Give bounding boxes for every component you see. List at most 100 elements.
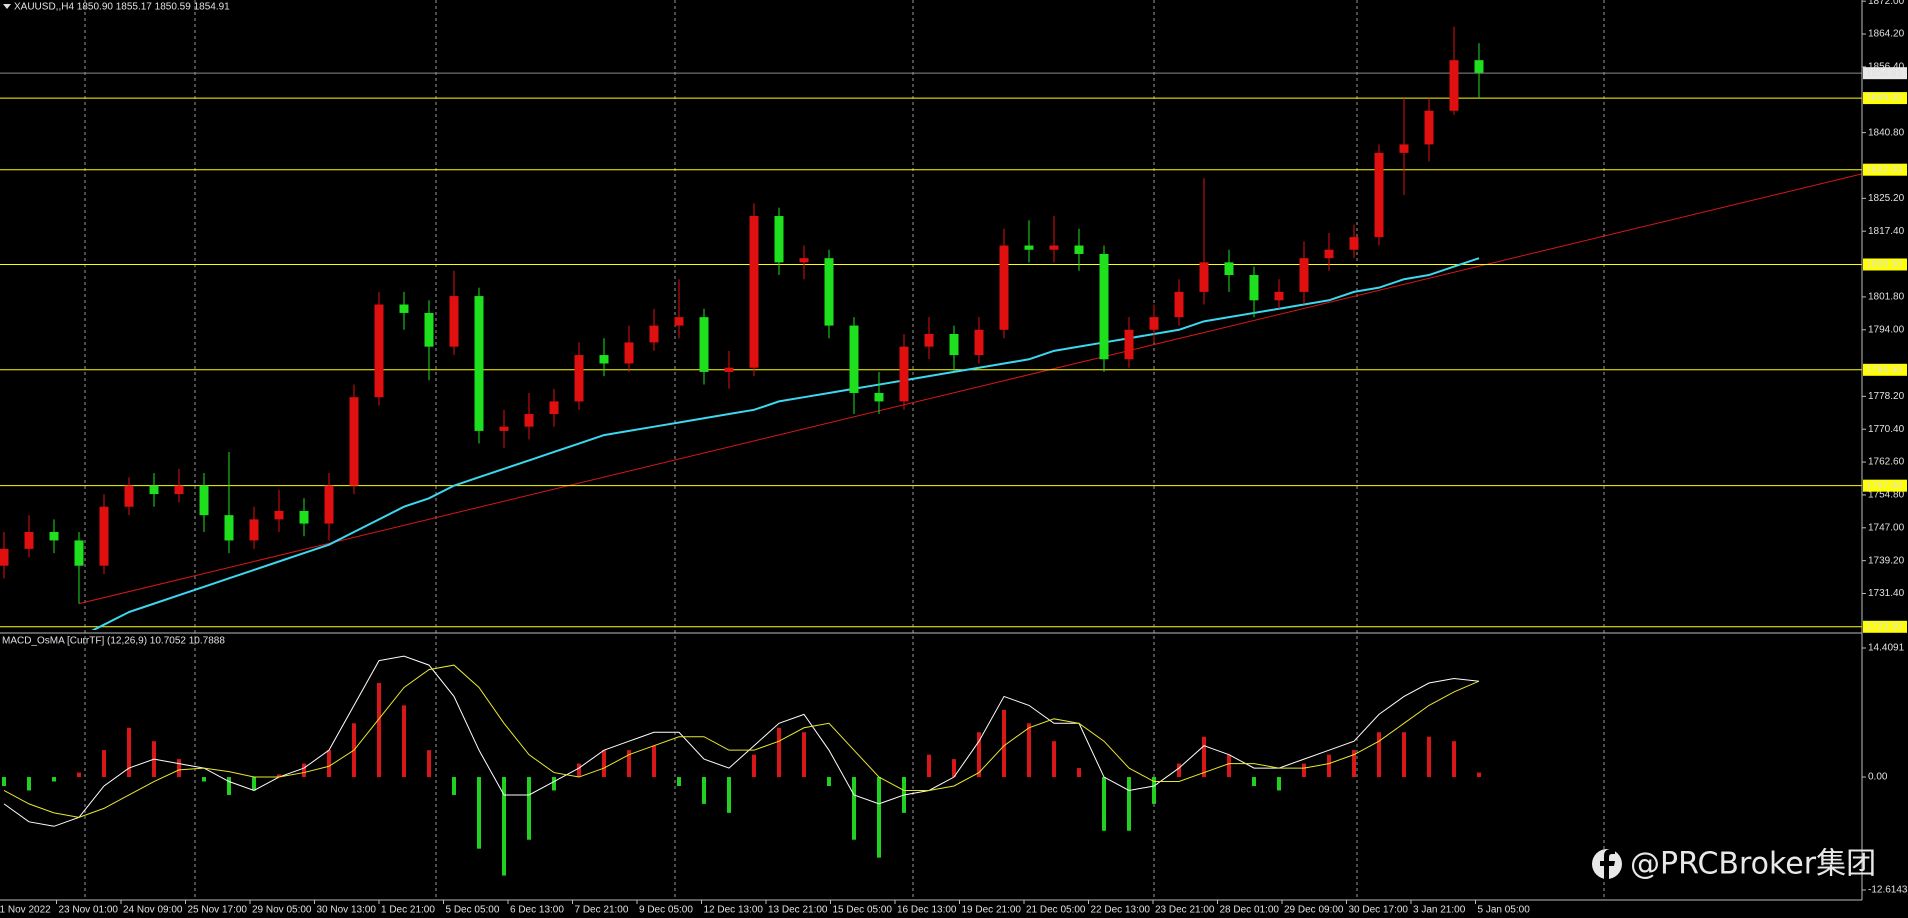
candle-body bbox=[499, 426, 509, 431]
x-tick-label: 21 Dec 05:00 bbox=[1026, 905, 1086, 916]
candle-body bbox=[699, 317, 709, 372]
x-tick-label: 12 Dec 13:00 bbox=[704, 905, 764, 916]
histogram-bar bbox=[2, 777, 6, 786]
candle-body bbox=[249, 519, 259, 541]
histogram-bar bbox=[1202, 736, 1206, 778]
y-tick-label: 1754.80 bbox=[1868, 490, 1905, 501]
macd-line bbox=[3, 655, 1480, 827]
candle-body bbox=[1324, 249, 1334, 259]
price-panel bbox=[0, 26, 1862, 630]
histogram-bar bbox=[202, 777, 206, 782]
histogram-bar bbox=[252, 777, 256, 791]
menu-arrow[interactable] bbox=[3, 4, 11, 9]
candle-body bbox=[874, 392, 884, 402]
trendline bbox=[78, 173, 1862, 605]
candle-body bbox=[899, 346, 909, 402]
histogram-bar bbox=[1227, 754, 1231, 778]
x-tick-label: 7 Dec 21:00 bbox=[575, 905, 629, 916]
candle-body bbox=[1399, 144, 1409, 153]
level-label: 1832.00 bbox=[1866, 164, 1903, 175]
histogram-bar bbox=[852, 777, 856, 840]
histogram-bar bbox=[777, 727, 781, 778]
histogram-bar bbox=[452, 777, 456, 795]
candle-body bbox=[49, 532, 59, 541]
histogram-bar bbox=[1477, 772, 1481, 778]
last-price-box bbox=[1863, 67, 1907, 80]
candle-body bbox=[649, 325, 659, 343]
candle-body bbox=[924, 334, 934, 347]
y-tick-label: 1872.00 bbox=[1868, 0, 1905, 7]
x-tick-label: 28 Dec 01:00 bbox=[1220, 905, 1280, 916]
x-tick-label: 29 Dec 09:00 bbox=[1284, 905, 1344, 916]
histogram-bar bbox=[552, 777, 556, 791]
candle-body bbox=[599, 355, 609, 364]
candle-body bbox=[349, 397, 359, 486]
y-tick-label: 1856.40 bbox=[1868, 62, 1905, 73]
histogram-bar bbox=[1027, 723, 1031, 778]
level-label-box bbox=[1863, 479, 1907, 492]
y-tick-label: 1794.00 bbox=[1868, 324, 1905, 335]
level-label: 1849.00 bbox=[1866, 93, 1903, 104]
x-tick-label: 9 Dec 05:00 bbox=[639, 905, 693, 916]
x-tick-label: 3 Jan 21:00 bbox=[1413, 905, 1466, 916]
candle-body bbox=[224, 515, 234, 541]
candle-body bbox=[824, 258, 834, 326]
histogram-bar bbox=[827, 777, 831, 786]
histogram-bar bbox=[402, 705, 406, 778]
histogram-bar bbox=[1377, 732, 1381, 778]
histogram-bar bbox=[727, 777, 731, 813]
y-tick-label: 1778.20 bbox=[1868, 391, 1905, 402]
y-tick-label: 1739.20 bbox=[1868, 555, 1905, 566]
histogram-bar bbox=[802, 732, 806, 778]
y-tick-label: 1762.60 bbox=[1868, 457, 1905, 468]
histogram-bar bbox=[77, 772, 81, 778]
histogram-bar bbox=[127, 727, 131, 778]
candle-body bbox=[324, 485, 334, 524]
candle-body bbox=[1124, 329, 1134, 360]
candle-body bbox=[1224, 262, 1234, 276]
level-label: 1757.00 bbox=[1866, 480, 1903, 491]
candle-body bbox=[474, 296, 484, 431]
candle-body bbox=[1199, 262, 1209, 292]
x-tick-label: 19 Dec 21:00 bbox=[962, 905, 1022, 916]
histogram-bar bbox=[1002, 709, 1006, 778]
y-tick-label: 1825.20 bbox=[1868, 193, 1905, 204]
candle-body bbox=[1149, 317, 1159, 330]
histogram-bar bbox=[1277, 777, 1281, 791]
macd-title: MACD_OsMA [CurrTF] (12,26,9) 10.7052 10.… bbox=[2, 636, 225, 647]
x-tick-label: 23 Dec 21:00 bbox=[1155, 905, 1215, 916]
histogram-bar bbox=[952, 759, 956, 778]
x-tick-label: 23 Nov 01:00 bbox=[59, 905, 119, 916]
vertical-grid bbox=[84, 0, 1605, 900]
histogram-bar bbox=[27, 777, 31, 791]
candle-body bbox=[1449, 60, 1459, 111]
candle-body bbox=[524, 414, 534, 427]
histogram-bar bbox=[677, 777, 681, 786]
candle-body bbox=[99, 506, 109, 566]
histogram-bar bbox=[1452, 741, 1456, 778]
histogram-bar bbox=[1152, 777, 1156, 804]
histogram-bar bbox=[702, 777, 706, 804]
candle-body bbox=[24, 532, 34, 549]
histogram-bar bbox=[1102, 777, 1106, 831]
x-tick-label: 24 Nov 09:00 bbox=[123, 905, 183, 916]
histogram-bar bbox=[1252, 777, 1256, 786]
y-tick-label: 1817.40 bbox=[1868, 226, 1905, 237]
x-tick-label: 30 Nov 13:00 bbox=[317, 905, 377, 916]
last-price-label: 1854.91 bbox=[1866, 68, 1903, 79]
histogram-bar bbox=[177, 759, 181, 778]
watermark: @PRCBroker集团 bbox=[1592, 847, 1876, 882]
x-tick-label: 15 Dec 05:00 bbox=[833, 905, 893, 916]
candle-body bbox=[1074, 245, 1084, 254]
histogram-bar bbox=[1177, 763, 1181, 778]
y-tick-label: 1731.40 bbox=[1868, 588, 1905, 599]
y-tick-label: 1770.40 bbox=[1868, 424, 1905, 435]
histogram-bar bbox=[877, 777, 881, 858]
level-label: 1723.50 bbox=[1866, 621, 1903, 632]
histogram-bar bbox=[102, 750, 106, 778]
histogram-bar bbox=[477, 777, 481, 849]
candle-body bbox=[174, 485, 184, 495]
histogram-bar bbox=[627, 750, 631, 778]
